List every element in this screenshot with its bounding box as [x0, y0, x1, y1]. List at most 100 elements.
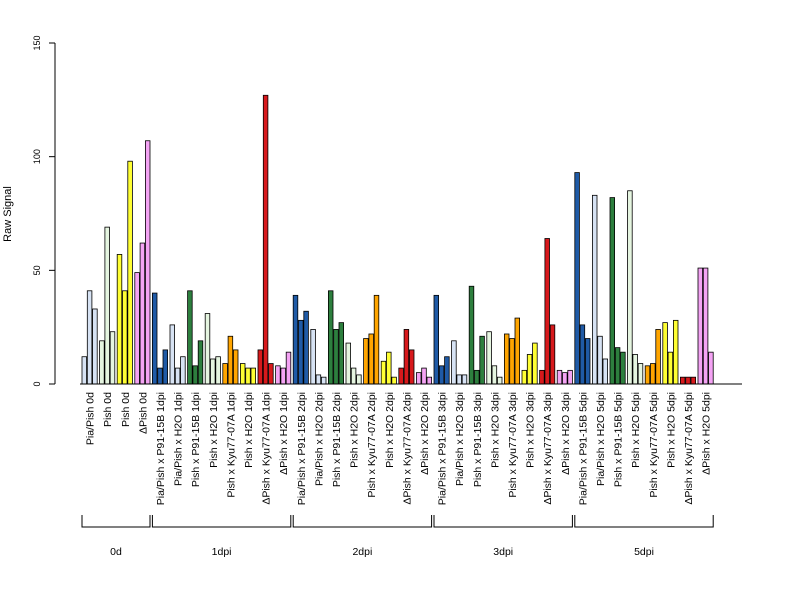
- bar: [567, 369, 573, 385]
- bar: [109, 331, 116, 385]
- x-tick-label: Pish x Kyu77-07A 3dpi: [507, 392, 519, 498]
- x-tick-label: ΔPish x H2O 5dpi: [701, 392, 713, 475]
- bar: [310, 329, 316, 385]
- bar: [373, 294, 380, 385]
- bar: [514, 317, 520, 385]
- time-bracket: [151, 515, 292, 528]
- bar: [215, 356, 221, 385]
- x-tick-label: ΔPish x Kyu77-07A 3dpi: [542, 392, 554, 505]
- bar: [327, 290, 334, 385]
- bar: [403, 329, 410, 385]
- bar: [509, 338, 515, 385]
- bar: [602, 358, 608, 385]
- bars-layer: [80, 94, 742, 385]
- bar: [708, 351, 714, 385]
- bar: [92, 308, 98, 385]
- bar: [144, 140, 151, 385]
- bar: [268, 363, 274, 385]
- bar: [257, 349, 263, 385]
- x-tick-label: ΔPish x H2O 3dpi: [560, 392, 572, 475]
- bar: [579, 324, 586, 385]
- bar: [474, 369, 480, 385]
- time-bracket-label: 0d: [110, 546, 122, 558]
- x-tick-label: ΔPish x Kyu77-07A 1dpi: [261, 392, 273, 505]
- x-tick-label: Pia/Pish x H2O 1dpi: [173, 392, 185, 486]
- bar: [574, 172, 580, 385]
- x-axis-labels: Pia/Pish 0d Pish 0d Pish 0d ΔPish 0d Pia/Pis…: [85, 392, 713, 505]
- x-tick-label: Pish x P91-15B 1dpi: [190, 392, 202, 487]
- bar: [468, 285, 475, 385]
- bar: [685, 376, 691, 385]
- bar: [157, 367, 163, 385]
- bar: [292, 294, 299, 385]
- bar: [380, 360, 387, 385]
- bar: [99, 340, 105, 385]
- y-axis-label: Raw Signal: [2, 186, 14, 242]
- y-tick-label: 100: [32, 149, 42, 164]
- x-tick-label: Pish x H2O 5dpi: [630, 392, 642, 468]
- y-axis: 0 50 100 150: [32, 35, 56, 387]
- bar: [479, 335, 485, 385]
- bar: [162, 349, 168, 385]
- bar: [262, 94, 269, 385]
- bar: [363, 338, 369, 385]
- bar: [127, 160, 133, 385]
- x-tick-label: Pia/Pish x H2O 2dpi: [313, 392, 325, 486]
- bar: [415, 372, 422, 385]
- bar: [556, 369, 563, 385]
- x-tick-label: ΔPish x H2O 2dpi: [419, 392, 431, 475]
- bar: [187, 290, 193, 385]
- bar: [585, 338, 591, 385]
- bar: [526, 354, 533, 385]
- bar: [350, 367, 357, 385]
- bar: [609, 197, 615, 385]
- bar: [697, 267, 703, 385]
- bar: [637, 363, 644, 385]
- x-tick-label: ΔPish x H2O 1dpi: [278, 392, 290, 475]
- bar: [426, 376, 432, 385]
- bar: [386, 351, 392, 385]
- bar: [232, 349, 239, 385]
- bar: [345, 342, 351, 385]
- bar: [521, 369, 527, 385]
- x-tick-label: ΔPish x Kyu77-07A 5dpi: [683, 392, 695, 505]
- bar: [275, 365, 281, 385]
- bar: [280, 367, 286, 385]
- bar: [333, 329, 339, 385]
- x-tick-label: ΔPish 0d: [137, 392, 149, 434]
- x-tick-label: Pish x H2O 3dpi: [525, 392, 537, 468]
- bar: [192, 365, 198, 385]
- bar: [204, 313, 211, 385]
- x-tick-label: Pish x H2O 5dpi: [665, 392, 677, 468]
- bar: [227, 335, 234, 385]
- x-tick-label: Pia/Pish 0d: [85, 392, 97, 445]
- bar: [461, 374, 468, 385]
- bar: [169, 324, 175, 385]
- time-bracket: [292, 515, 433, 528]
- bar: [391, 376, 397, 385]
- bar: [116, 254, 123, 385]
- bar: [298, 319, 304, 385]
- bar: [655, 329, 661, 385]
- bar: [210, 358, 216, 385]
- x-tick-label: Pish x P91-15B 2dpi: [331, 392, 343, 487]
- time-bracket: [433, 515, 573, 528]
- bar: [134, 272, 140, 385]
- bar: [315, 374, 322, 385]
- y-tick-label: 50: [32, 265, 42, 275]
- bar: [549, 324, 556, 385]
- bar: [451, 340, 457, 385]
- x-tick-label: Pia/Pish x P91-15B 3dpi: [437, 392, 449, 505]
- bar: [222, 363, 228, 385]
- bar: [690, 376, 696, 385]
- bar: [180, 356, 186, 385]
- bar: [667, 351, 674, 385]
- x-tick-label: Pia/Pish x P91-15B 2dpi: [296, 392, 308, 505]
- bar: [285, 351, 292, 385]
- bar: [632, 354, 638, 385]
- bar: [662, 322, 668, 385]
- time-bracket: [81, 515, 151, 528]
- x-tick-label: Pish x H2O 1dpi: [208, 392, 220, 468]
- bar: [398, 367, 404, 385]
- bar: [673, 319, 679, 385]
